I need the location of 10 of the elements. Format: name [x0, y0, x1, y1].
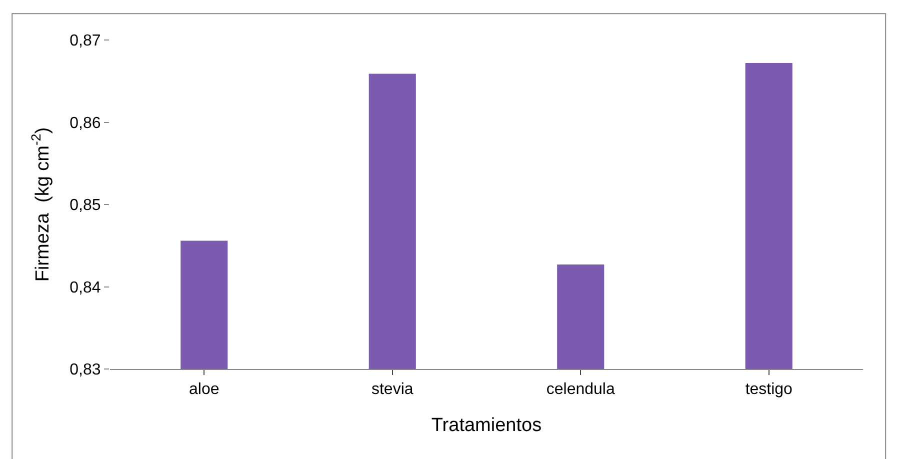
x-axis-title: Tratamientos: [431, 415, 542, 436]
x-tick-label: stevia: [371, 381, 414, 398]
y-tick-label: 0,85: [70, 197, 101, 214]
y-tick-label: 0,84: [70, 279, 101, 296]
y-tick-label: 0,83: [70, 362, 101, 379]
x-tick-label: testigo: [745, 381, 793, 398]
x-tick-label: aloe: [189, 381, 220, 398]
y-tick-label: 0,86: [70, 114, 101, 132]
x-tick-label: celendula: [546, 381, 615, 398]
y-tick-label: 0,87: [70, 32, 101, 50]
